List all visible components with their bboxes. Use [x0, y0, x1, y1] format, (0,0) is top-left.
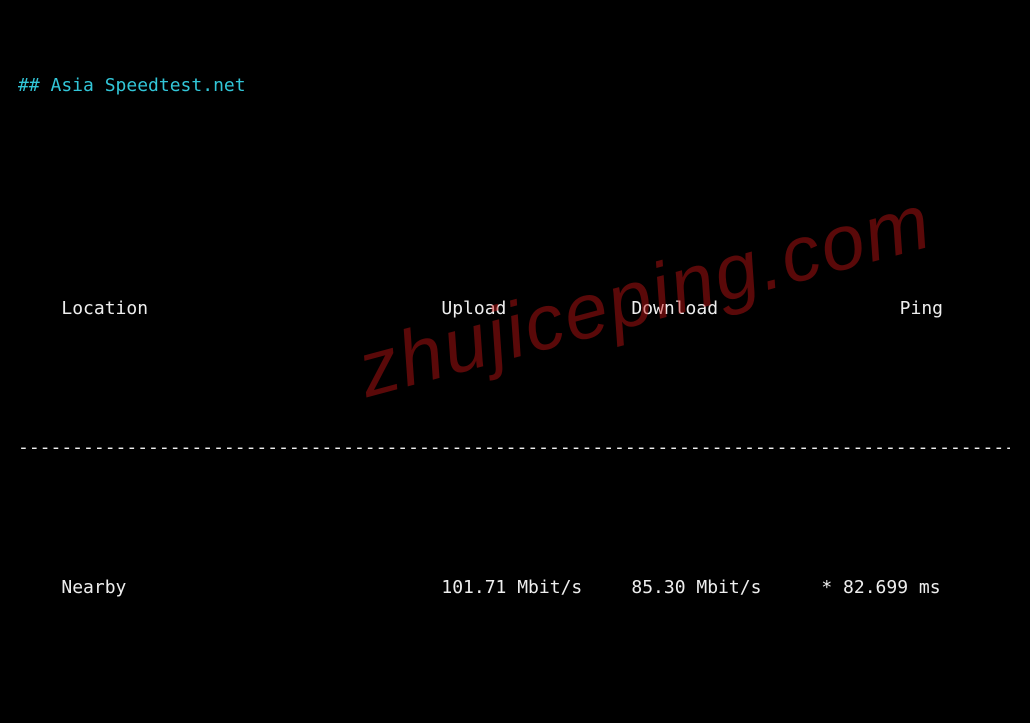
nearby-ping: * 82.699 ms	[821, 574, 1021, 602]
divider-line: ----------------------------------------…	[18, 713, 1010, 723]
terminal-output: ## Asia Speedtest.net LocationUploadDown…	[0, 0, 1030, 723]
divider-line: ----------------------------------------…	[18, 434, 1010, 462]
blank-line	[18, 155, 1012, 183]
section-title: ## Asia Speedtest.net	[18, 72, 1012, 100]
header-download: Download	[631, 295, 821, 323]
nearby-row: Nearby101.71 Mbit/s85.30 Mbit/s* 82.699 …	[18, 546, 1012, 630]
header-ping: Ping	[821, 295, 1021, 323]
header-upload: Upload	[441, 295, 631, 323]
nearby-location: Nearby	[61, 574, 441, 602]
header-location: Location	[61, 295, 441, 323]
table-header-row: LocationUploadDownloadPing	[18, 267, 1012, 351]
nearby-upload: 101.71 Mbit/s	[441, 574, 631, 602]
nearby-download: 85.30 Mbit/s	[631, 574, 821, 602]
